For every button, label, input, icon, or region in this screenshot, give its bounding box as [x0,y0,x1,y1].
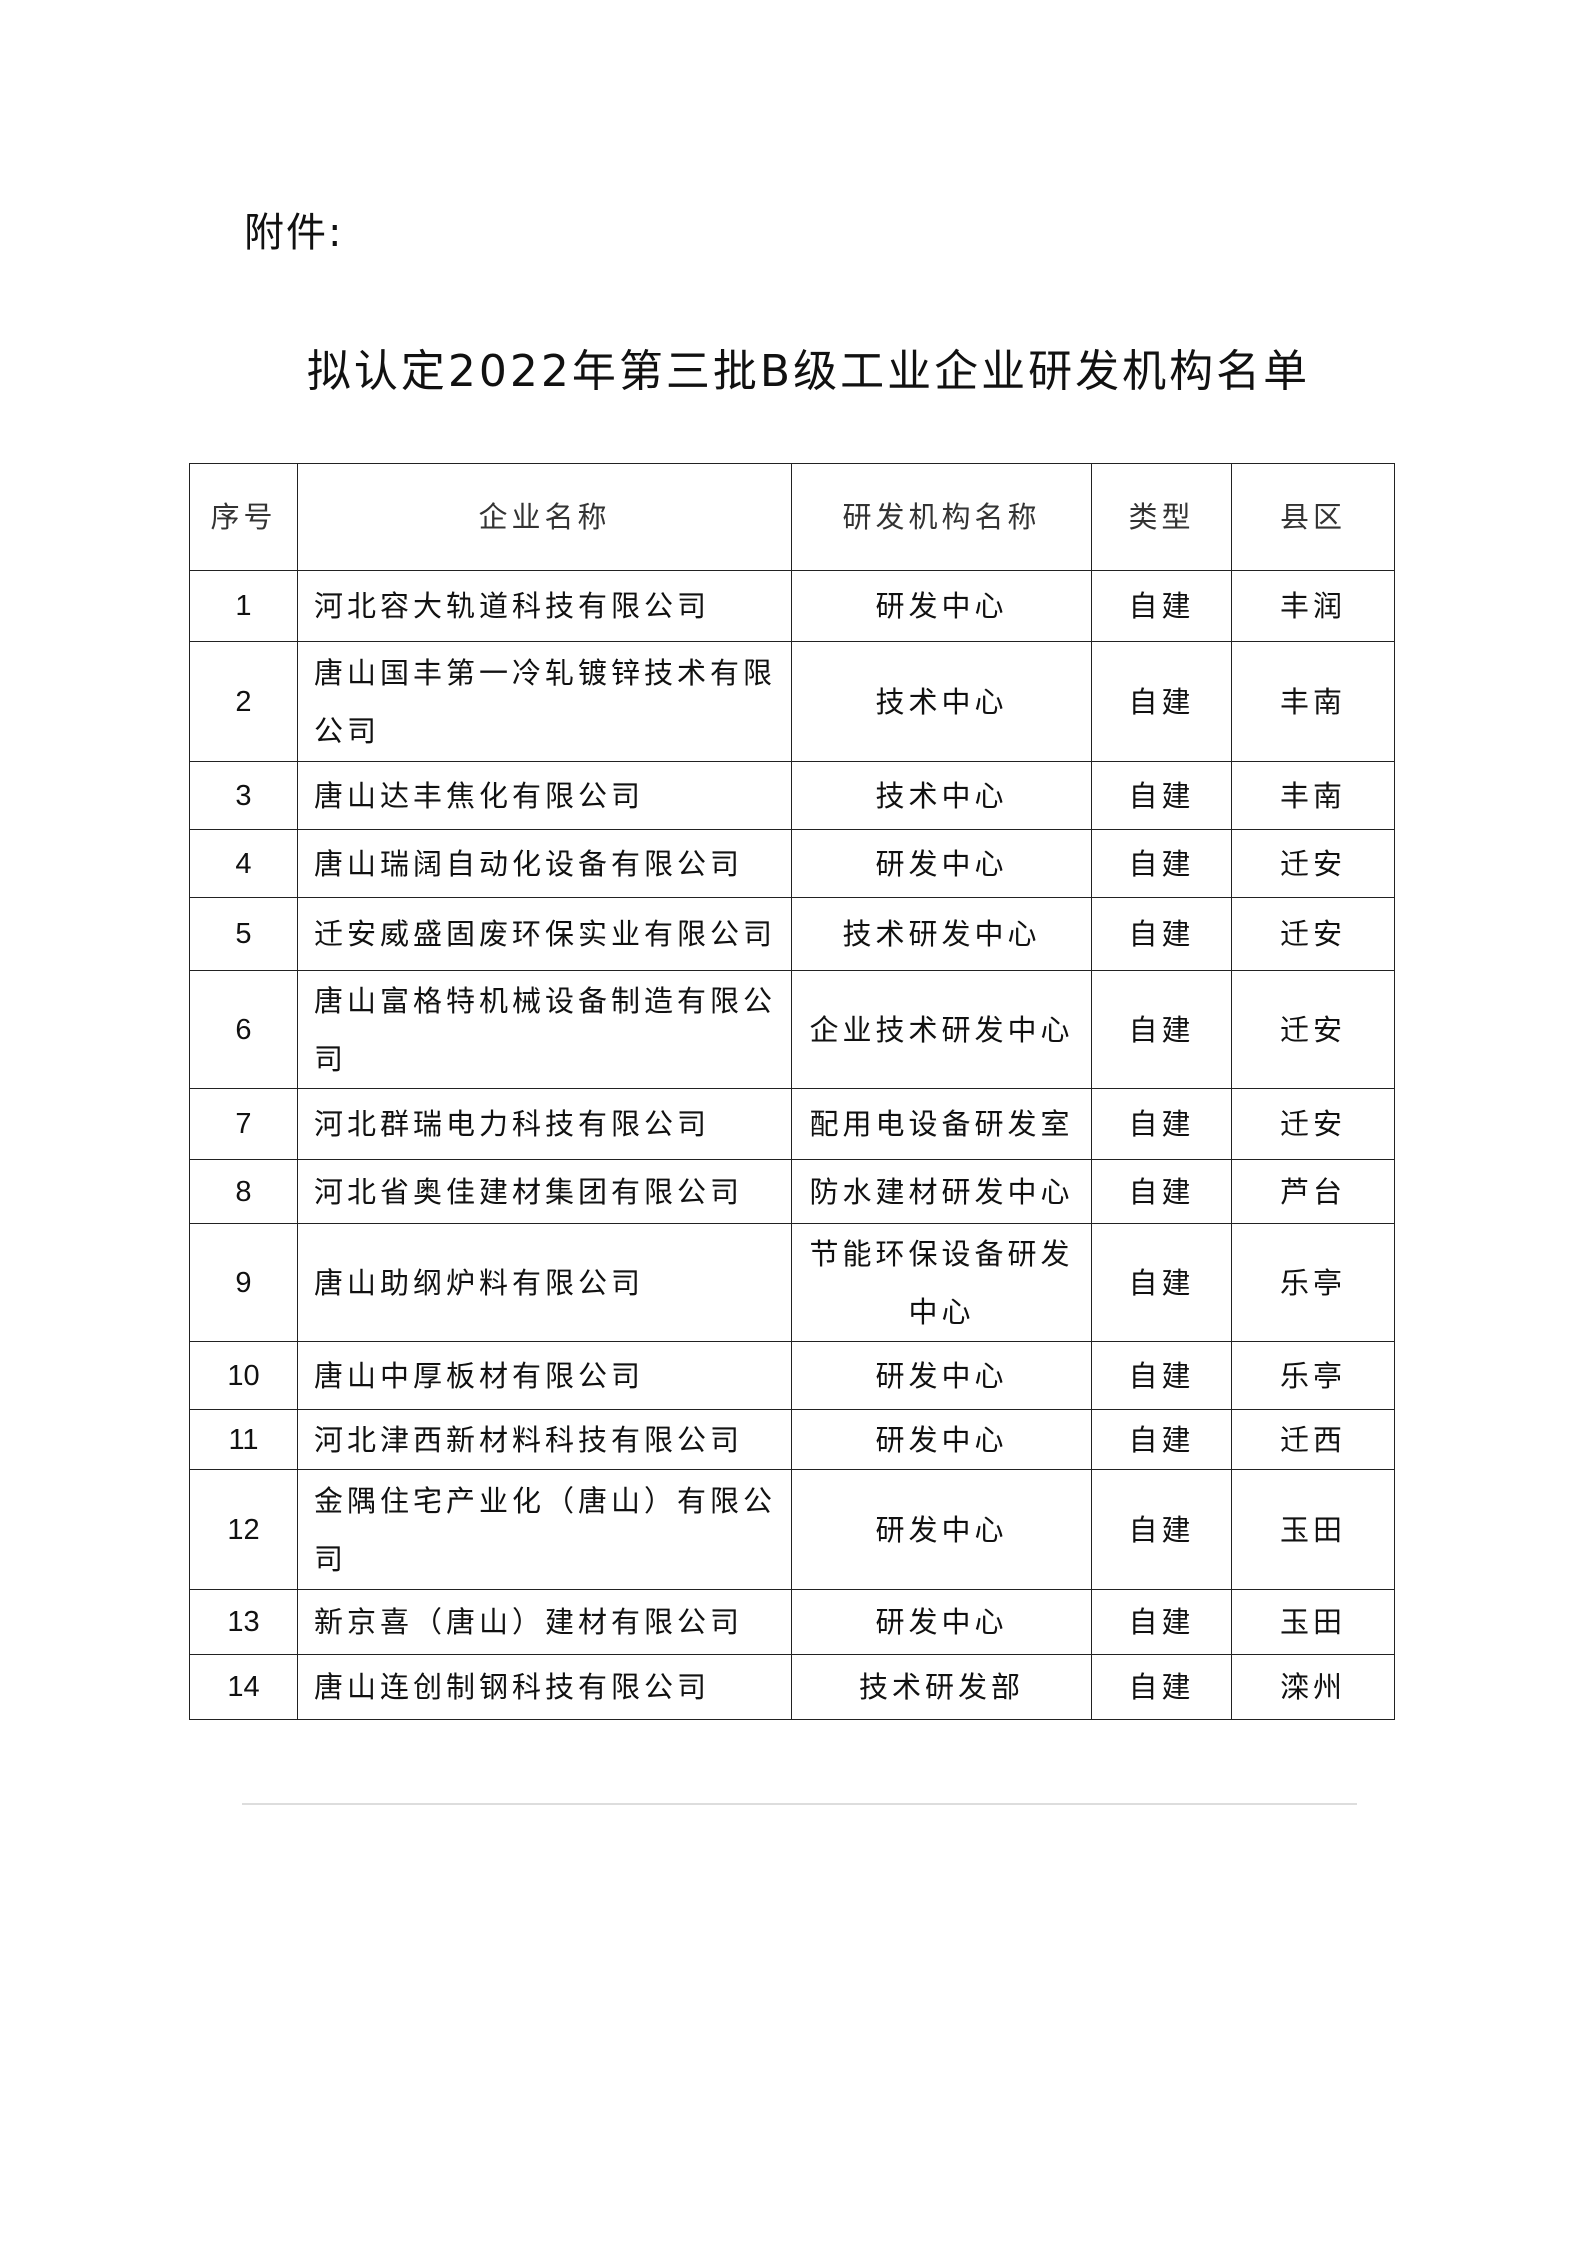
table-row: 12 金隅住宅产业化（唐山）有限公司 研发中心 自建 玉田 [189,1469,1395,1590]
institution-type: 自建 [1091,1223,1232,1342]
institution-type: 自建 [1091,1159,1232,1224]
row-number: 2 [189,641,298,762]
header-district: 县区 [1231,463,1395,571]
institution-name: 配用电设备研发室 [791,1088,1092,1160]
institution-name: 技术中心 [791,761,1092,830]
document-title: 拟认定2022年第三批B级工业企业研发机构名单 [306,346,1311,397]
institution-name: 企业技术研发中心 [791,970,1092,1089]
institution-name: 节能环保设备研发中心 [791,1223,1092,1342]
district: 丰南 [1231,761,1395,830]
row-number: 12 [189,1469,298,1590]
district: 玉田 [1231,1589,1395,1655]
table-row: 8 河北省奥佳建材集团有限公司 防水建材研发中心 自建 芦台 [189,1159,1395,1224]
table-row: 13 新京喜（唐山）建材有限公司 研发中心 自建 玉田 [189,1589,1395,1655]
table-row: 2 唐山国丰第一冷轧镀锌技术有限公司 技术中心 自建 丰南 [189,641,1395,762]
row-number: 8 [189,1159,298,1224]
institution-type: 自建 [1091,641,1232,762]
institution-type: 自建 [1091,570,1232,642]
page-divider [242,1803,1357,1805]
district: 迁安 [1231,970,1395,1089]
table-header-row: 序号 企业名称 研发机构名称 类型 县区 [189,463,1395,571]
row-number: 9 [189,1223,298,1342]
district: 芦台 [1231,1159,1395,1224]
institution-type: 自建 [1091,1088,1232,1160]
institution-name: 技术研发中心 [791,897,1092,971]
row-number: 11 [189,1409,298,1470]
company-name: 唐山瑞阔自动化设备有限公司 [297,829,792,898]
row-number: 5 [189,897,298,971]
district: 迁安 [1231,1088,1395,1160]
row-number: 3 [189,761,298,830]
district: 乐亭 [1231,1341,1395,1410]
institution-name: 研发中心 [791,570,1092,642]
table-row: 7 河北群瑞电力科技有限公司 配用电设备研发室 自建 迁安 [189,1088,1395,1160]
institution-table: 序号 企业名称 研发机构名称 类型 县区 1 河北容大轨道科技有限公司 研发中心 自建… [189,463,1395,1720]
company-name: 金隅住宅产业化（唐山）有限公司 [297,1469,792,1590]
table-row: 3 唐山达丰焦化有限公司 技术中心 自建 丰南 [189,761,1395,830]
institution-type: 自建 [1091,761,1232,830]
district: 迁西 [1231,1409,1395,1470]
district: 迁安 [1231,897,1395,971]
row-number: 6 [189,970,298,1089]
institution-type: 自建 [1091,897,1232,971]
header-company: 企业名称 [297,463,792,571]
institution-type: 自建 [1091,970,1232,1089]
company-name: 河北津西新材料科技有限公司 [297,1409,792,1470]
table-row: 9 唐山助纲炉料有限公司 节能环保设备研发中心 自建 乐亭 [189,1223,1395,1342]
header-type: 类型 [1091,463,1232,571]
table-body: 1 河北容大轨道科技有限公司 研发中心 自建 丰润 2 唐山国丰第一冷轧镀锌技术有限公司 技术… [189,570,1395,1720]
district: 玉田 [1231,1469,1395,1590]
institution-name: 研发中心 [791,1409,1092,1470]
institution-name: 技术研发部 [791,1654,1092,1720]
district: 迁安 [1231,829,1395,898]
institution-name: 防水建材研发中心 [791,1159,1092,1224]
institution-name: 研发中心 [791,1341,1092,1410]
company-name: 唐山国丰第一冷轧镀锌技术有限公司 [297,641,792,762]
company-name: 唐山助纲炉料有限公司 [297,1223,792,1342]
district: 丰润 [1231,570,1395,642]
row-number: 7 [189,1088,298,1160]
institution-type: 自建 [1091,1654,1232,1720]
district: 滦州 [1231,1654,1395,1720]
table-row: 4 唐山瑞阔自动化设备有限公司 研发中心 自建 迁安 [189,829,1395,898]
institution-type: 自建 [1091,1589,1232,1655]
institution-type: 自建 [1091,1341,1232,1410]
table-row: 14 唐山连创制钢科技有限公司 技术研发部 自建 滦州 [189,1654,1395,1720]
header-no: 序号 [189,463,298,571]
row-number: 10 [189,1341,298,1410]
company-name: 唐山达丰焦化有限公司 [297,761,792,830]
company-name: 迁安威盛固废环保实业有限公司 [297,897,792,971]
company-name: 唐山中厚板材有限公司 [297,1341,792,1410]
institution-name: 研发中心 [791,829,1092,898]
row-number: 14 [189,1654,298,1720]
company-name: 唐山富格特机械设备制造有限公司 [297,970,792,1089]
attachment-label: 附件: [244,210,344,256]
table-row: 11 河北津西新材料科技有限公司 研发中心 自建 迁西 [189,1409,1395,1470]
district: 丰南 [1231,641,1395,762]
company-name: 新京喜（唐山）建材有限公司 [297,1589,792,1655]
table-row: 1 河北容大轨道科技有限公司 研发中心 自建 丰润 [189,570,1395,642]
row-number: 13 [189,1589,298,1655]
institution-name: 技术中心 [791,641,1092,762]
company-name: 河北群瑞电力科技有限公司 [297,1088,792,1160]
table-row: 5 迁安威盛固废环保实业有限公司 技术研发中心 自建 迁安 [189,897,1395,971]
header-institution: 研发机构名称 [791,463,1092,571]
institution-name: 研发中心 [791,1589,1092,1655]
table-row: 6 唐山富格特机械设备制造有限公司 企业技术研发中心 自建 迁安 [189,970,1395,1089]
institution-type: 自建 [1091,829,1232,898]
row-number: 1 [189,570,298,642]
institution-type: 自建 [1091,1409,1232,1470]
row-number: 4 [189,829,298,898]
institution-type: 自建 [1091,1469,1232,1590]
table-row: 10 唐山中厚板材有限公司 研发中心 自建 乐亭 [189,1341,1395,1410]
district: 乐亭 [1231,1223,1395,1342]
institution-name: 研发中心 [791,1469,1092,1590]
company-name: 唐山连创制钢科技有限公司 [297,1654,792,1720]
company-name: 河北容大轨道科技有限公司 [297,570,792,642]
company-name: 河北省奥佳建材集团有限公司 [297,1159,792,1224]
